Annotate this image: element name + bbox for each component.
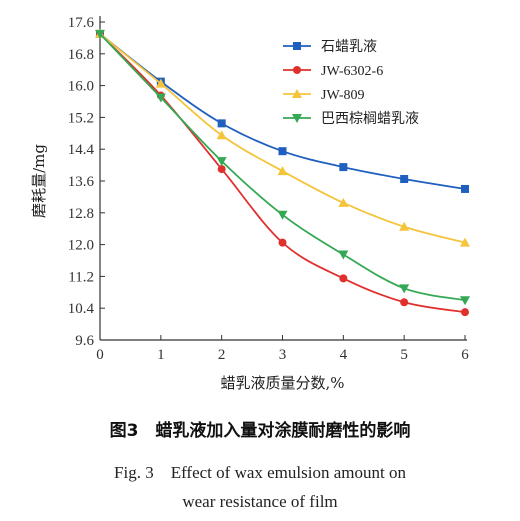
- y-tick-label: 10.4: [68, 301, 95, 317]
- y-tick-label: 16.0: [68, 79, 94, 95]
- x-tick-label: 0: [96, 347, 104, 363]
- x-tick-label: 5: [400, 347, 408, 363]
- legend-label: 石蜡乳液: [321, 39, 377, 55]
- data-point-square: [339, 163, 348, 172]
- data-point-triangle-down: [460, 296, 470, 306]
- data-point-triangle-up: [292, 89, 302, 98]
- data-point-square: [278, 147, 287, 156]
- data-point-triangle-down: [292, 114, 302, 123]
- legend-label: JW-809: [321, 88, 365, 103]
- legend-label: JW-6302-6: [321, 64, 383, 79]
- data-point-square: [400, 175, 409, 184]
- data-point-triangle-up: [216, 130, 227, 140]
- figure-caption-english-line2: wear resistance of film: [182, 492, 338, 511]
- data-point-triangle-down: [277, 210, 288, 220]
- figure-caption-chinese: 图3 蜡乳液加入量对涂膜耐磨性的影响: [109, 421, 411, 441]
- y-ticks: 9.6 10.4 11.2 12.0 12.8 13.6 14.4 15.2 16.0 16.8 1…: [68, 15, 105, 349]
- figure-caption-english-line1: Fig. 3 Effect of wax emulsion amount on: [114, 463, 406, 482]
- data-point-square: [461, 184, 469, 193]
- data-point-triangle-down: [216, 157, 227, 167]
- legend: 石蜡乳液 JW-6302-6 JW-809 巴西棕榈蜡乳液: [283, 39, 419, 127]
- y-tick-label: 12.0: [68, 238, 94, 254]
- data-point-circle: [278, 238, 287, 247]
- series-4: [95, 29, 470, 306]
- x-tick-label: 2: [218, 347, 226, 363]
- data-point-triangle-up: [399, 221, 410, 231]
- y-tick-label: 16.8: [68, 47, 94, 63]
- y-tick-label: 17.6: [68, 15, 95, 31]
- legend-item: 石蜡乳液: [283, 39, 377, 55]
- x-tick-label: 4: [340, 347, 348, 363]
- data-point-circle: [217, 165, 226, 174]
- y-tick-label: 9.6: [75, 333, 94, 349]
- x-axis-label: 蜡乳液质量分数,%: [220, 374, 344, 392]
- data-point-triangle-up: [460, 237, 470, 247]
- series-layer: [95, 28, 470, 317]
- data-point-triangle-up: [277, 166, 288, 176]
- data-point-triangle-down: [95, 29, 105, 39]
- axes: 0 1 2 3 4 5 6 9.6 10.4 11.2 12.0 12.8 13.6 14.4 15.2 1…: [68, 15, 470, 363]
- data-point-square: [217, 119, 226, 128]
- data-point-triangle-down: [338, 250, 349, 260]
- data-point-triangle-down: [399, 284, 410, 294]
- data-point-circle: [461, 308, 469, 317]
- data-point-triangle-down: [155, 93, 166, 103]
- y-tick-label: 12.8: [68, 206, 94, 222]
- data-point-triangle-up: [338, 197, 349, 207]
- data-point-circle: [339, 274, 348, 283]
- y-tick-label: 14.4: [68, 142, 95, 158]
- data-point-triangle-up: [155, 78, 166, 88]
- legend-item: JW-809: [283, 88, 365, 103]
- x-tick-label: 3: [279, 347, 287, 363]
- y-tick-label: 11.2: [68, 269, 94, 285]
- legend-item: 巴西棕榈蜡乳液: [283, 111, 419, 127]
- y-tick-label: 13.6: [68, 174, 95, 190]
- x-ticks: 0 1 2 3 4 5 6: [96, 335, 469, 363]
- legend-label: 巴西棕榈蜡乳液: [321, 111, 419, 127]
- legend-item: JW-6302-6: [283, 64, 383, 79]
- y-axis-label: 磨耗量/mg: [30, 144, 48, 218]
- data-point-circle: [400, 298, 409, 307]
- x-tick-label: 1: [157, 347, 165, 363]
- y-tick-label: 15.2: [68, 110, 94, 126]
- data-point-square: [293, 42, 301, 50]
- data-point-circle: [293, 66, 301, 74]
- x-tick-label: 6: [461, 347, 469, 363]
- line-chart: 0 1 2 3 4 5 6 9.6 10.4 11.2 12.0 12.8 13.6 14.4 15.2 1…: [30, 15, 470, 392]
